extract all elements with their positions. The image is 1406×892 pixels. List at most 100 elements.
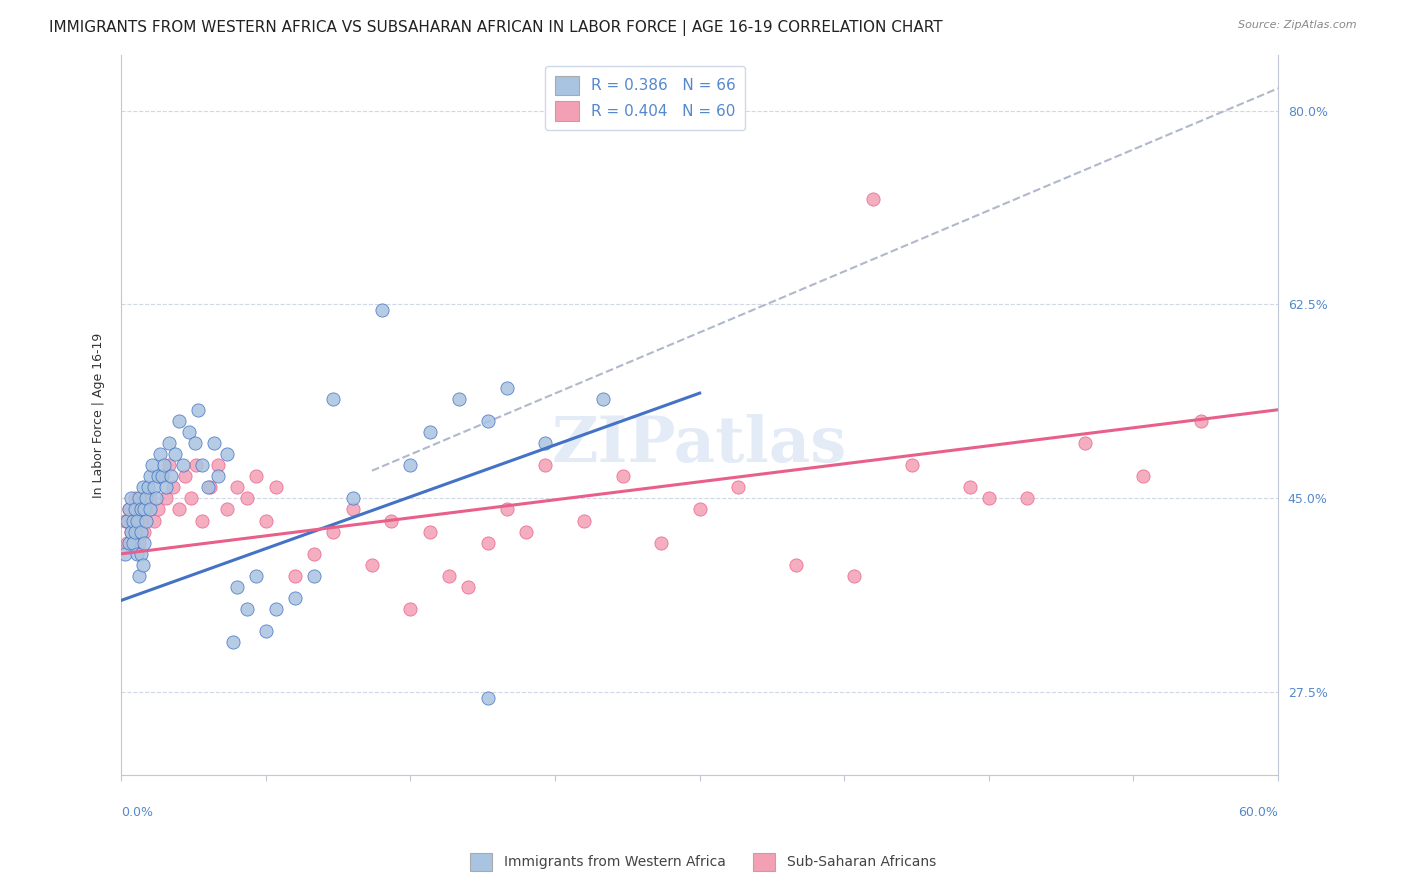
Point [115,535,138,549]
Point [457,580,479,594]
Point [141,458,163,472]
Point [496,381,519,395]
Point [143,514,166,528]
Point [650,535,672,549]
Y-axis label: In Labor Force | Age 16-19: In Labor Force | Age 16-19 [93,333,105,498]
Point [612,469,634,483]
Point [572,514,595,528]
Point [129,502,152,516]
Point [145,491,167,506]
Point [122,514,145,528]
Point [727,480,749,494]
Text: Source: ZipAtlas.com: Source: ZipAtlas.com [1239,20,1357,29]
Point [534,436,557,450]
Point [134,535,156,549]
Point [302,547,325,561]
Point [139,491,162,506]
Point [202,436,225,450]
Point [152,458,174,472]
Point [1132,469,1154,483]
Point [120,524,142,539]
Point [264,602,287,616]
Point [1074,436,1097,450]
Point [477,535,499,549]
Point [129,547,152,561]
Point [342,502,364,516]
Legend: Immigrants from Western Africa, Sub-Saharan Africans: Immigrants from Western Africa, Sub-Saha… [464,847,942,876]
Point [118,502,141,516]
Point [125,514,148,528]
Point [165,447,187,461]
Point [419,524,441,539]
Point [177,425,200,439]
Point [477,690,499,705]
Point [125,547,148,561]
Text: 0.0%: 0.0% [121,806,153,819]
Point [131,480,153,494]
Point [977,491,1000,506]
Point [842,569,865,583]
Point [322,392,344,406]
Point [150,469,173,483]
Point [207,469,229,483]
Point [115,514,138,528]
Point [139,469,162,483]
Point [1189,414,1212,428]
Legend: R = 0.386   N = 66, R = 0.404   N = 60: R = 0.386 N = 66, R = 0.404 N = 60 [546,66,745,130]
Point [125,502,148,516]
Point [122,535,145,549]
Point [785,558,807,572]
Point [515,524,537,539]
Point [245,569,267,583]
Point [245,469,267,483]
Point [146,469,169,483]
Point [180,491,202,506]
Point [254,624,277,639]
Point [191,514,214,528]
Point [226,480,249,494]
Point [124,491,146,506]
Point [235,602,257,616]
Text: ZIPatlas: ZIPatlas [553,414,848,475]
Point [419,425,441,439]
Point [477,414,499,428]
Point [217,447,239,461]
Point [187,402,209,417]
Point [167,502,190,516]
Point [129,514,152,528]
Point [361,558,384,572]
Point [159,458,181,472]
Point [150,469,173,483]
Point [689,502,711,516]
Point [592,392,614,406]
Point [114,547,136,561]
Text: IMMIGRANTS FROM WESTERN AFRICA VS SUBSAHARAN AFRICAN IN LABOR FORCE | AGE 16-19 : IMMIGRANTS FROM WESTERN AFRICA VS SUBSAH… [49,20,943,36]
Point [399,602,422,616]
Point [143,480,166,494]
Point [134,524,156,539]
Point [254,514,277,528]
Point [862,192,884,206]
Point [118,535,141,549]
Point [370,303,392,318]
Point [146,502,169,516]
Point [131,558,153,572]
Point [284,591,307,606]
Point [959,480,981,494]
Point [235,491,257,506]
Point [149,447,172,461]
Point [159,436,181,450]
Point [128,535,150,549]
Point [118,502,141,516]
Point [134,502,156,516]
Point [222,635,245,649]
Point [437,569,460,583]
Point [226,580,249,594]
Point [135,502,157,516]
Point [155,491,177,506]
Point [1017,491,1039,506]
Point [135,514,157,528]
Point [128,491,150,506]
Point [172,458,194,472]
Point [167,414,190,428]
